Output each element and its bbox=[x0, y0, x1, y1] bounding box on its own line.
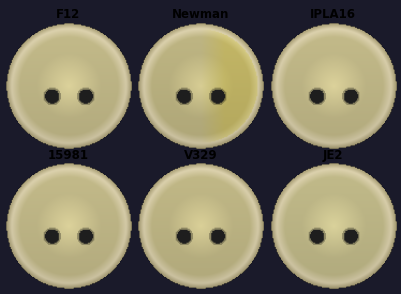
Title: IPLA16: IPLA16 bbox=[310, 9, 356, 21]
Title: 15981: 15981 bbox=[48, 149, 89, 162]
Title: Newman: Newman bbox=[172, 9, 229, 21]
Title: F12: F12 bbox=[56, 9, 80, 21]
Title: V329: V329 bbox=[184, 149, 217, 162]
Title: JE2: JE2 bbox=[322, 149, 343, 162]
